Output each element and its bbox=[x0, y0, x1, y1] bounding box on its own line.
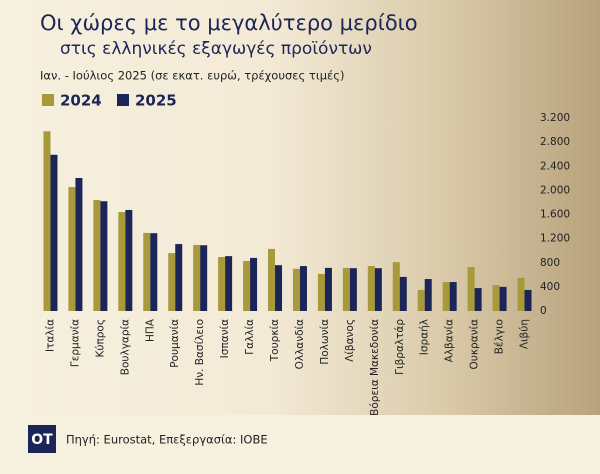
bar bbox=[275, 265, 283, 311]
bar bbox=[399, 276, 407, 311]
x-tick-label: Βέλγιο bbox=[494, 319, 506, 354]
bar bbox=[243, 260, 251, 311]
y-tick-label: 3.200 bbox=[540, 112, 570, 124]
legend-swatch bbox=[42, 94, 54, 106]
bar bbox=[492, 285, 500, 311]
legend-label: 2025 bbox=[135, 92, 177, 110]
y-tick-label: 0 bbox=[540, 305, 547, 317]
y-tick-label: 1.600 bbox=[540, 209, 570, 221]
bar bbox=[392, 262, 400, 311]
chart-title: Οι χώρες με το μεγαλύτερο μερίδιο bbox=[40, 11, 418, 35]
bar bbox=[417, 289, 425, 311]
logo: OT bbox=[31, 432, 53, 448]
x-tick-label: Γιβραλτάρ bbox=[394, 319, 406, 375]
bar bbox=[442, 282, 450, 311]
x-tick-label: Ολλανδία bbox=[294, 319, 306, 369]
bar bbox=[374, 268, 382, 311]
legend-swatch bbox=[117, 94, 129, 106]
bar bbox=[93, 200, 101, 311]
bar bbox=[218, 257, 226, 311]
bar bbox=[168, 253, 176, 311]
bar bbox=[449, 282, 457, 311]
x-tick-label: Βουλγαρία bbox=[119, 319, 131, 375]
bar bbox=[118, 212, 126, 311]
legend-label: 2024 bbox=[60, 92, 102, 110]
bar bbox=[467, 266, 475, 311]
bar bbox=[299, 266, 307, 311]
bar bbox=[474, 288, 482, 311]
bar bbox=[175, 244, 183, 311]
x-tick-label: Τουρκία bbox=[269, 319, 281, 362]
bar bbox=[367, 266, 375, 311]
bar bbox=[524, 289, 532, 311]
footer-band bbox=[0, 415, 600, 474]
x-tick-label: Λίβανος bbox=[344, 319, 356, 362]
bar bbox=[143, 232, 151, 311]
x-tick-label: Λιβύη bbox=[519, 319, 531, 349]
x-tick-label: Ιταλία bbox=[44, 319, 56, 352]
x-tick-label: Ουκρανία bbox=[469, 319, 481, 370]
bar bbox=[68, 187, 76, 311]
y-tick-label: 2.800 bbox=[540, 136, 570, 148]
bar bbox=[349, 268, 357, 311]
bar bbox=[125, 209, 133, 311]
x-tick-label: Ισπανία bbox=[219, 319, 231, 358]
y-tick-label: 1.200 bbox=[540, 233, 570, 245]
x-tick-label: Ην. Βασίλειο bbox=[194, 319, 206, 386]
x-tick-label: ΗΠΑ bbox=[144, 318, 156, 342]
bar bbox=[75, 178, 83, 311]
bar bbox=[292, 268, 300, 311]
x-tick-label: Γαλλία bbox=[244, 319, 256, 355]
bar bbox=[100, 201, 108, 311]
bar bbox=[324, 267, 332, 311]
source: Πηγή: Eurostat, Επεξεργασία: ΙΟΒΕ bbox=[66, 433, 268, 447]
y-tick-label: 800 bbox=[540, 257, 560, 269]
bar bbox=[268, 248, 276, 311]
chart-note: Ιαν. - Ιούλιος 2025 (σε εκατ. ευρώ, τρέχ… bbox=[40, 69, 345, 83]
bar bbox=[317, 273, 325, 311]
bar bbox=[250, 257, 258, 311]
bar bbox=[225, 256, 233, 311]
bar bbox=[342, 267, 350, 311]
bar bbox=[150, 233, 158, 311]
logo-box bbox=[28, 425, 56, 453]
y-tick-label: 400 bbox=[540, 281, 560, 293]
bar bbox=[200, 245, 208, 311]
x-tick-label: Γερμανία bbox=[69, 319, 81, 367]
x-tick-label: Ρουμανία bbox=[169, 319, 181, 368]
x-tick-label: Ισραήλ bbox=[419, 319, 431, 355]
bar bbox=[424, 279, 432, 311]
x-tick-label: Βόρεια Μακεδονία bbox=[369, 319, 381, 416]
bar bbox=[499, 286, 507, 311]
bar bbox=[50, 154, 58, 311]
chart-subtitle: στις ελληνικές εξαγωγές προϊόντων bbox=[60, 39, 372, 59]
y-tick-label: 2.400 bbox=[540, 160, 570, 172]
x-tick-label: Αλβανία bbox=[444, 319, 456, 362]
bar bbox=[517, 277, 525, 311]
x-tick-label: Πολωνία bbox=[319, 319, 331, 365]
x-tick-label: Κύπρος bbox=[94, 319, 106, 358]
bar bbox=[43, 131, 51, 311]
y-tick-label: 2.000 bbox=[540, 184, 570, 196]
bar bbox=[193, 244, 201, 311]
